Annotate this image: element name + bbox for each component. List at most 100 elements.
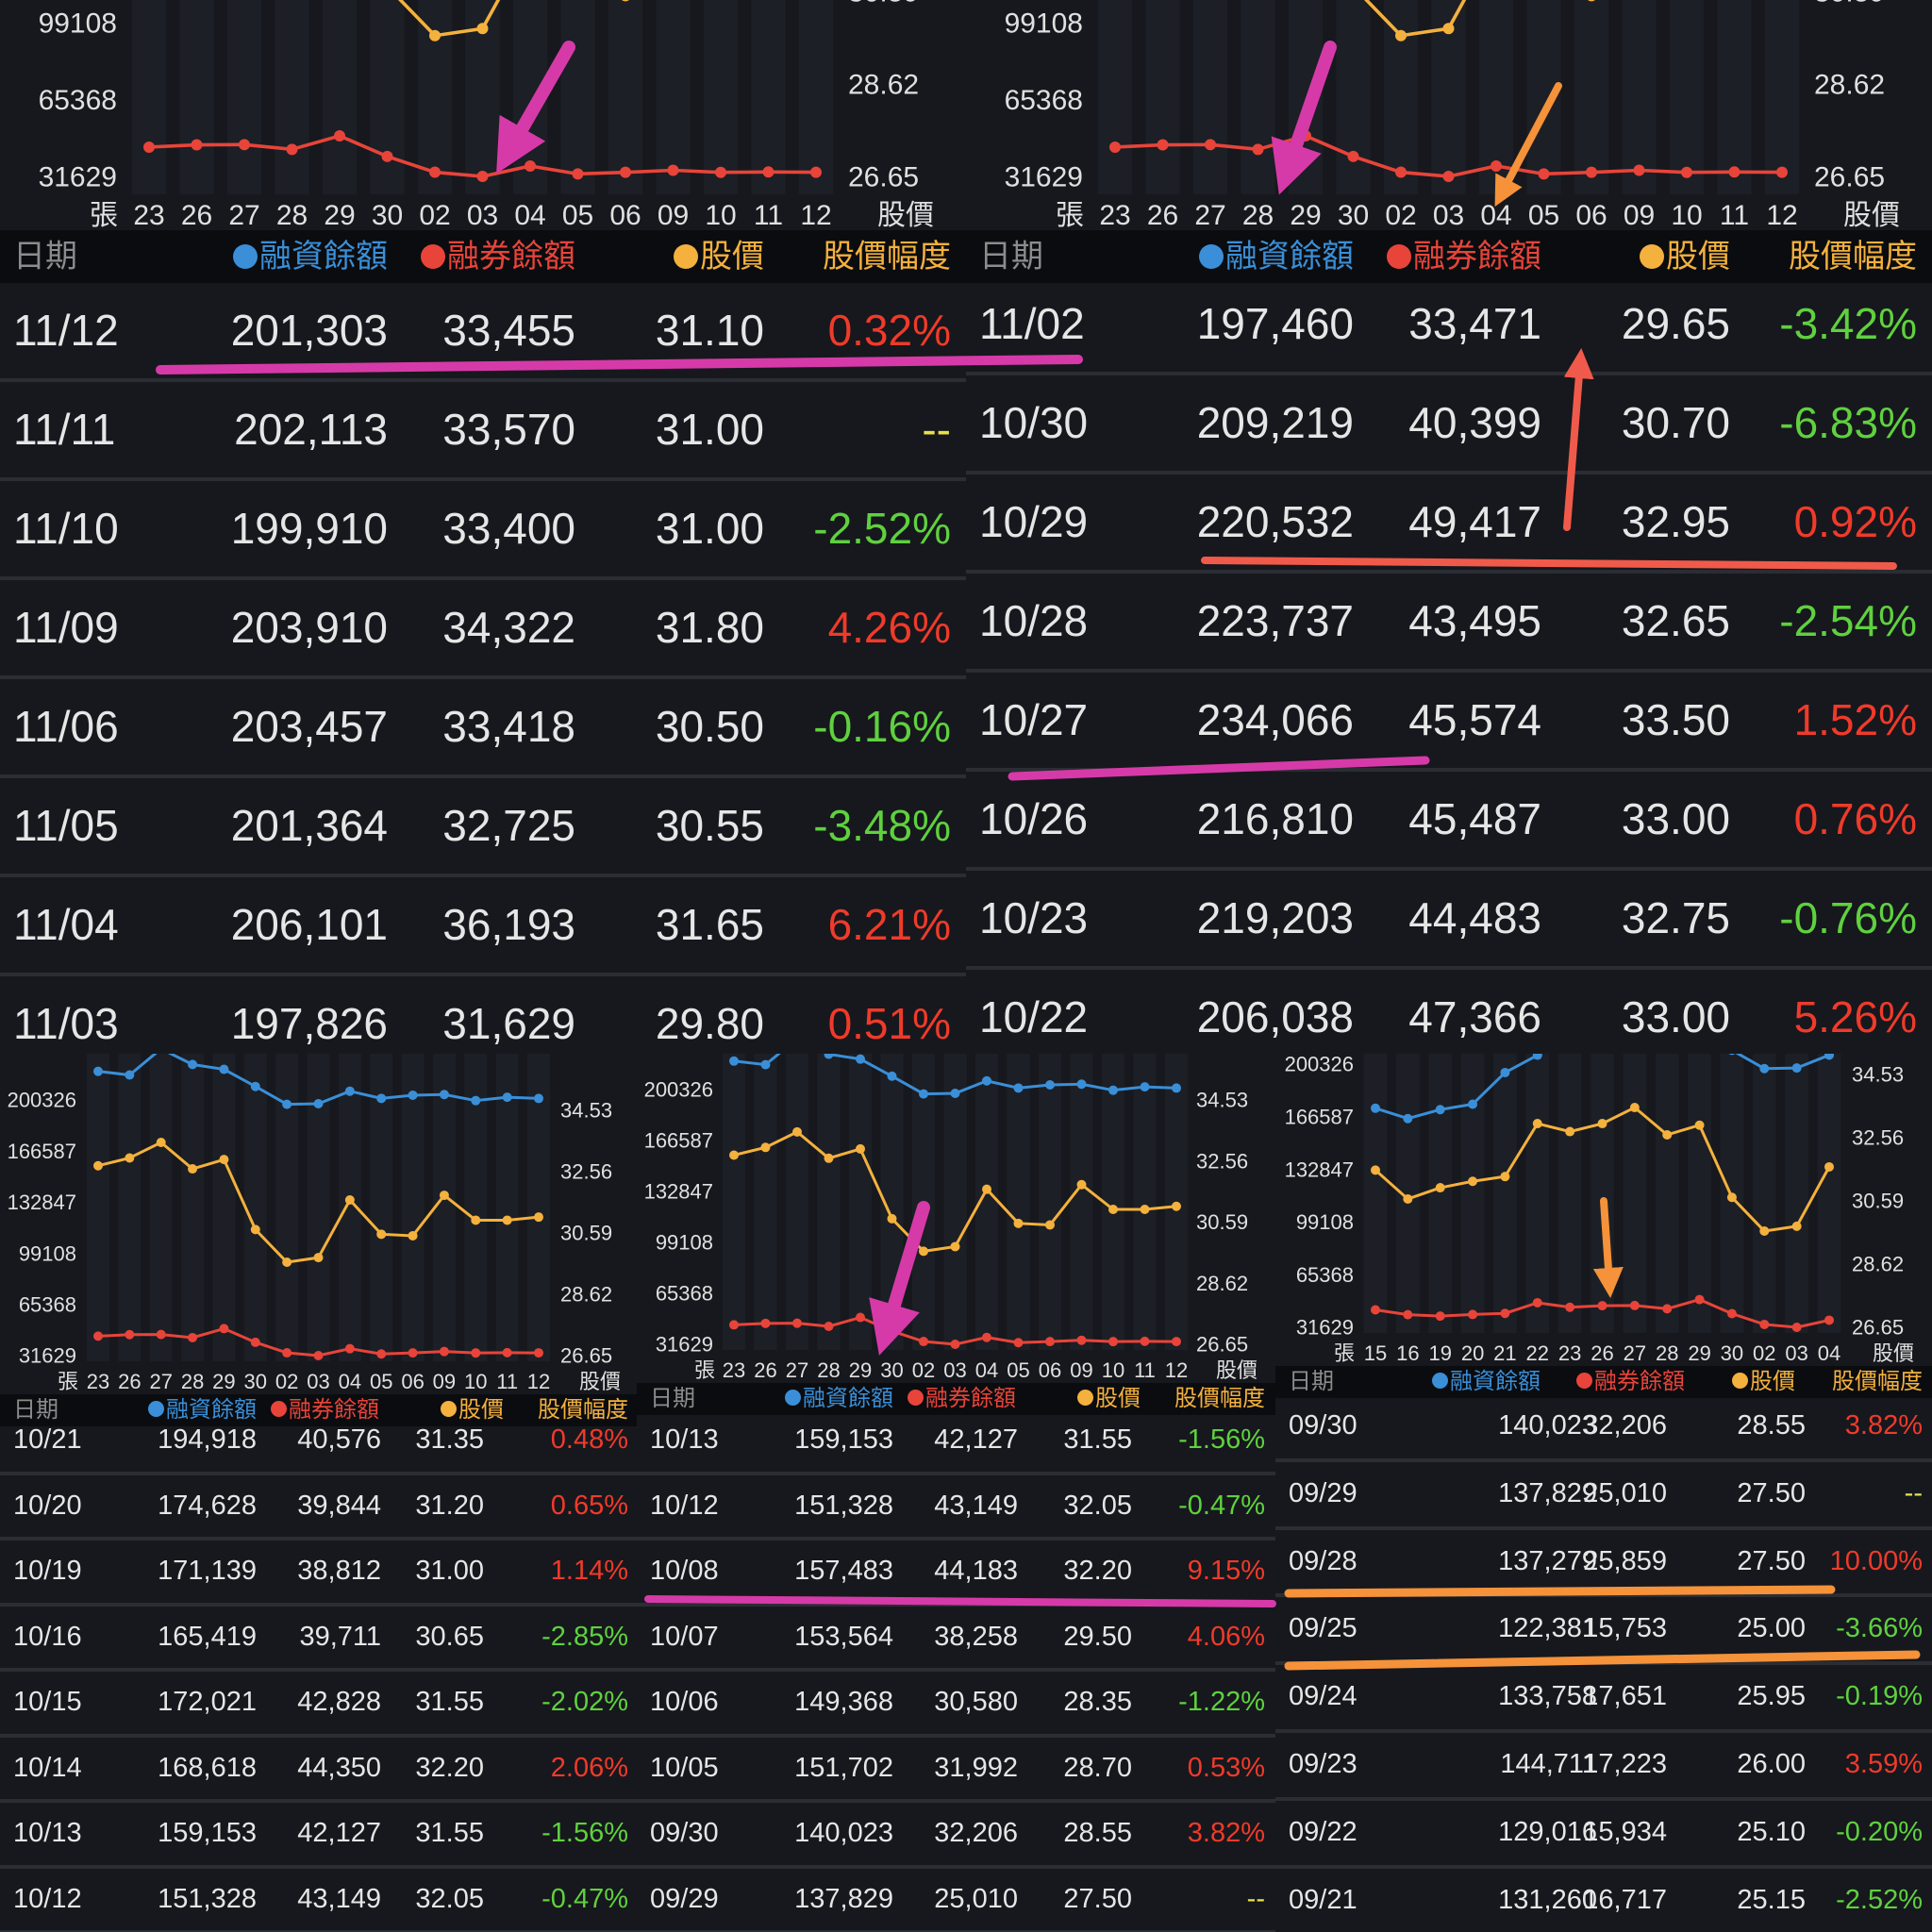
header-price[interactable]: 股價 bbox=[1640, 230, 1730, 283]
x-axis-tick-label: 04 bbox=[975, 1358, 998, 1382]
table-row[interactable]: 10/23 219,203 44,483 32.75 -0.76% bbox=[966, 871, 1932, 970]
right-axis-tick-label: 32.56 bbox=[1196, 1149, 1248, 1173]
data-point bbox=[1435, 1105, 1445, 1115]
table-row[interactable]: 11/02 197,460 33,471 29.65 -3.42% bbox=[966, 276, 1932, 375]
header-date[interactable]: 日期 bbox=[13, 1394, 58, 1426]
data-point bbox=[471, 1095, 481, 1106]
header-date[interactable]: 日期 bbox=[650, 1383, 695, 1415]
header-price[interactable]: 股價 bbox=[674, 230, 764, 283]
table-row[interactable]: 11/06 203,457 33,418 30.50 -0.16% bbox=[0, 679, 966, 778]
header-price[interactable]: 股價 bbox=[1732, 1366, 1795, 1398]
header-margin-balance[interactable]: 融資餘額 bbox=[1199, 230, 1354, 283]
data-point bbox=[1442, 23, 1455, 35]
plot-column-band bbox=[1007, 1054, 1030, 1350]
table-row[interactable]: 10/30 209,219 40,399 30.70 -6.83% bbox=[966, 375, 1932, 475]
left-axis-tick-label: 99108 bbox=[39, 8, 117, 39]
table-row[interactable]: 10/22 206,038 47,366 33.00 5.26% bbox=[966, 970, 1932, 1054]
table-row[interactable]: 10/16 165,419 39,711 30.65 -2.85% bbox=[0, 1607, 637, 1672]
header-margin-balance[interactable]: 融資餘額 bbox=[1432, 1366, 1541, 1398]
table-row[interactable]: 10/28 223,737 43,495 32.65 -2.54% bbox=[966, 574, 1932, 673]
date-cell: 10/28 bbox=[979, 596, 1089, 645]
table-row[interactable]: 11/03 197,826 31,629 29.80 0.51% bbox=[0, 976, 966, 1054]
table-row[interactable]: 11/12 201,303 33,455 31.10 0.32% bbox=[0, 283, 966, 382]
table-row[interactable]: 09/21 131,260 16,717 25.15 -2.52% bbox=[1275, 1869, 1932, 1932]
table-row[interactable]: 09/23 144,711 17,223 26.00 3.59% bbox=[1275, 1733, 1932, 1801]
header-date[interactable]: 日期 bbox=[1289, 1366, 1334, 1398]
header-price[interactable]: 股價 bbox=[1077, 1383, 1141, 1415]
table-row[interactable]: 09/30 140,023 32,206 28.55 3.82% bbox=[637, 1803, 1275, 1869]
header-price[interactable]: 股價 bbox=[441, 1394, 504, 1426]
header-short-balance[interactable]: 融券餘額 bbox=[421, 230, 575, 283]
plot-column-band bbox=[243, 1054, 267, 1361]
date-cell: 10/14 bbox=[13, 1752, 82, 1783]
table-row[interactable]: 10/06 149,368 30,580 28.35 -1.22% bbox=[637, 1672, 1275, 1738]
header-price-change[interactable]: 股價幅度 bbox=[823, 230, 951, 283]
table-row[interactable]: 10/08 157,483 44,183 32.20 9.15% bbox=[637, 1541, 1275, 1607]
line-chart: 31629653689910813284716658720032626.6528… bbox=[39, 0, 934, 230]
table-row[interactable]: 10/27 234,066 45,574 33.50 1.52% bbox=[966, 673, 1932, 772]
table-row[interactable]: 10/20 174,628 39,844 31.20 0.65% bbox=[0, 1475, 637, 1541]
plot-column-band bbox=[703, 0, 739, 194]
table-row[interactable]: 10/15 172,021 42,828 31.55 -2.02% bbox=[0, 1672, 637, 1738]
header-date[interactable]: 日期 bbox=[13, 230, 77, 283]
left-axis-tick-label: 200326 bbox=[8, 1089, 76, 1112]
table-row[interactable]: 09/22 129,016 15,934 25.10 -0.20% bbox=[1275, 1801, 1932, 1869]
header-price-change[interactable]: 股價幅度 bbox=[1174, 1383, 1265, 1415]
header-short-balance[interactable]: 融券餘額 bbox=[1576, 1366, 1685, 1398]
x-axis-tick-label: 26 bbox=[118, 1370, 141, 1393]
table-row[interactable]: 09/29 137,829 25,010 27.50 -- bbox=[637, 1869, 1275, 1932]
table-row[interactable]: 10/07 153,564 38,258 29.50 4.06% bbox=[637, 1607, 1275, 1672]
plot-column-band bbox=[608, 0, 643, 194]
left-axis-tick-label: 31629 bbox=[19, 1344, 76, 1368]
table-row[interactable]: 10/14 168,618 44,350 32.20 2.06% bbox=[0, 1738, 637, 1803]
price-cell: 31.55 bbox=[1063, 1424, 1132, 1455]
data-point bbox=[1532, 1297, 1542, 1307]
header-price-change[interactable]: 股價幅度 bbox=[538, 1394, 628, 1426]
price-change-cell: -- bbox=[922, 405, 951, 454]
table-row[interactable]: 09/29 137,829 25,010 27.50 -- bbox=[1275, 1462, 1932, 1530]
price-cell: 33.00 bbox=[1621, 992, 1730, 1041]
header-margin-balance[interactable]: 融資餘額 bbox=[233, 230, 388, 283]
table-row[interactable]: 10/12 151,328 43,149 32.05 -0.47% bbox=[637, 1475, 1275, 1541]
x-axis-tick-label: 02 bbox=[275, 1370, 298, 1393]
table-row[interactable]: 11/05 201,364 32,725 30.55 -3.48% bbox=[0, 778, 966, 877]
table-row[interactable]: 09/30 140,023 32,206 28.55 3.82% bbox=[1275, 1394, 1932, 1462]
table-row[interactable]: 11/10 199,910 33,400 31.00 -2.52% bbox=[0, 481, 966, 580]
header-short-balance[interactable]: 融券餘額 bbox=[1387, 230, 1541, 283]
table-row[interactable]: 09/28 137,279 25,859 27.50 10.00% bbox=[1275, 1530, 1932, 1598]
table-row[interactable]: 10/13 159,153 42,127 31.55 -1.56% bbox=[0, 1803, 637, 1869]
header-margin-balance[interactable]: 融資餘額 bbox=[148, 1394, 257, 1426]
header-short-balance[interactable]: 融券餘額 bbox=[908, 1383, 1016, 1415]
x-axis-tick-label: 05 bbox=[1528, 200, 1559, 230]
header-margin-balance[interactable]: 融資餘額 bbox=[785, 1383, 893, 1415]
table-row[interactable]: 09/25 122,381 15,753 25.00 -3.66% bbox=[1275, 1597, 1932, 1666]
table-row[interactable]: 09/24 133,758 17,651 25.95 -0.19% bbox=[1275, 1665, 1932, 1733]
price-cell: 31.00 bbox=[415, 1556, 484, 1586]
table-row[interactable]: 11/09 203,910 34,322 31.80 4.26% bbox=[0, 580, 966, 679]
table-row[interactable]: 11/04 206,101 36,193 31.65 6.21% bbox=[0, 877, 966, 976]
table-row[interactable]: 10/29 220,532 49,417 32.95 0.92% bbox=[966, 475, 1932, 574]
plot-column-band bbox=[1428, 1054, 1453, 1333]
data-point bbox=[1633, 164, 1645, 176]
data-point bbox=[1759, 1319, 1770, 1329]
header-price-change[interactable]: 股價幅度 bbox=[1789, 230, 1917, 283]
header-short-balance[interactable]: 融券餘額 bbox=[271, 1394, 379, 1426]
data-point bbox=[534, 1348, 543, 1358]
header-label: 股價 bbox=[700, 239, 764, 275]
price-cell: 25.95 bbox=[1737, 1681, 1806, 1712]
plot-column-band bbox=[370, 1054, 393, 1361]
table-row[interactable]: 10/05 151,702 31,992 28.70 0.53% bbox=[637, 1738, 1275, 1803]
table-row[interactable]: 10/26 216,810 45,487 33.00 0.76% bbox=[966, 772, 1932, 871]
table-row[interactable]: 10/12 151,328 43,149 32.05 -0.47% bbox=[0, 1869, 637, 1932]
right-axis-unit: 股價 bbox=[1873, 1341, 1914, 1365]
header-date[interactable]: 日期 bbox=[979, 230, 1043, 283]
table-row[interactable]: 10/13 159,153 42,127 31.55 -1.56% bbox=[637, 1409, 1275, 1475]
data-point bbox=[856, 1054, 865, 1064]
table-row[interactable]: 10/19 171,139 38,812 31.00 1.14% bbox=[0, 1541, 637, 1607]
data-point bbox=[715, 166, 726, 178]
header-price-change[interactable]: 股價幅度 bbox=[1832, 1366, 1923, 1398]
price-change-cell: 3.59% bbox=[1844, 1749, 1923, 1779]
table-row[interactable]: 10/21 194,918 40,576 31.35 0.48% bbox=[0, 1409, 637, 1475]
date-cell: 10/06 bbox=[650, 1687, 719, 1717]
table-row[interactable]: 11/11 202,113 33,570 31.00 -- bbox=[0, 382, 966, 481]
